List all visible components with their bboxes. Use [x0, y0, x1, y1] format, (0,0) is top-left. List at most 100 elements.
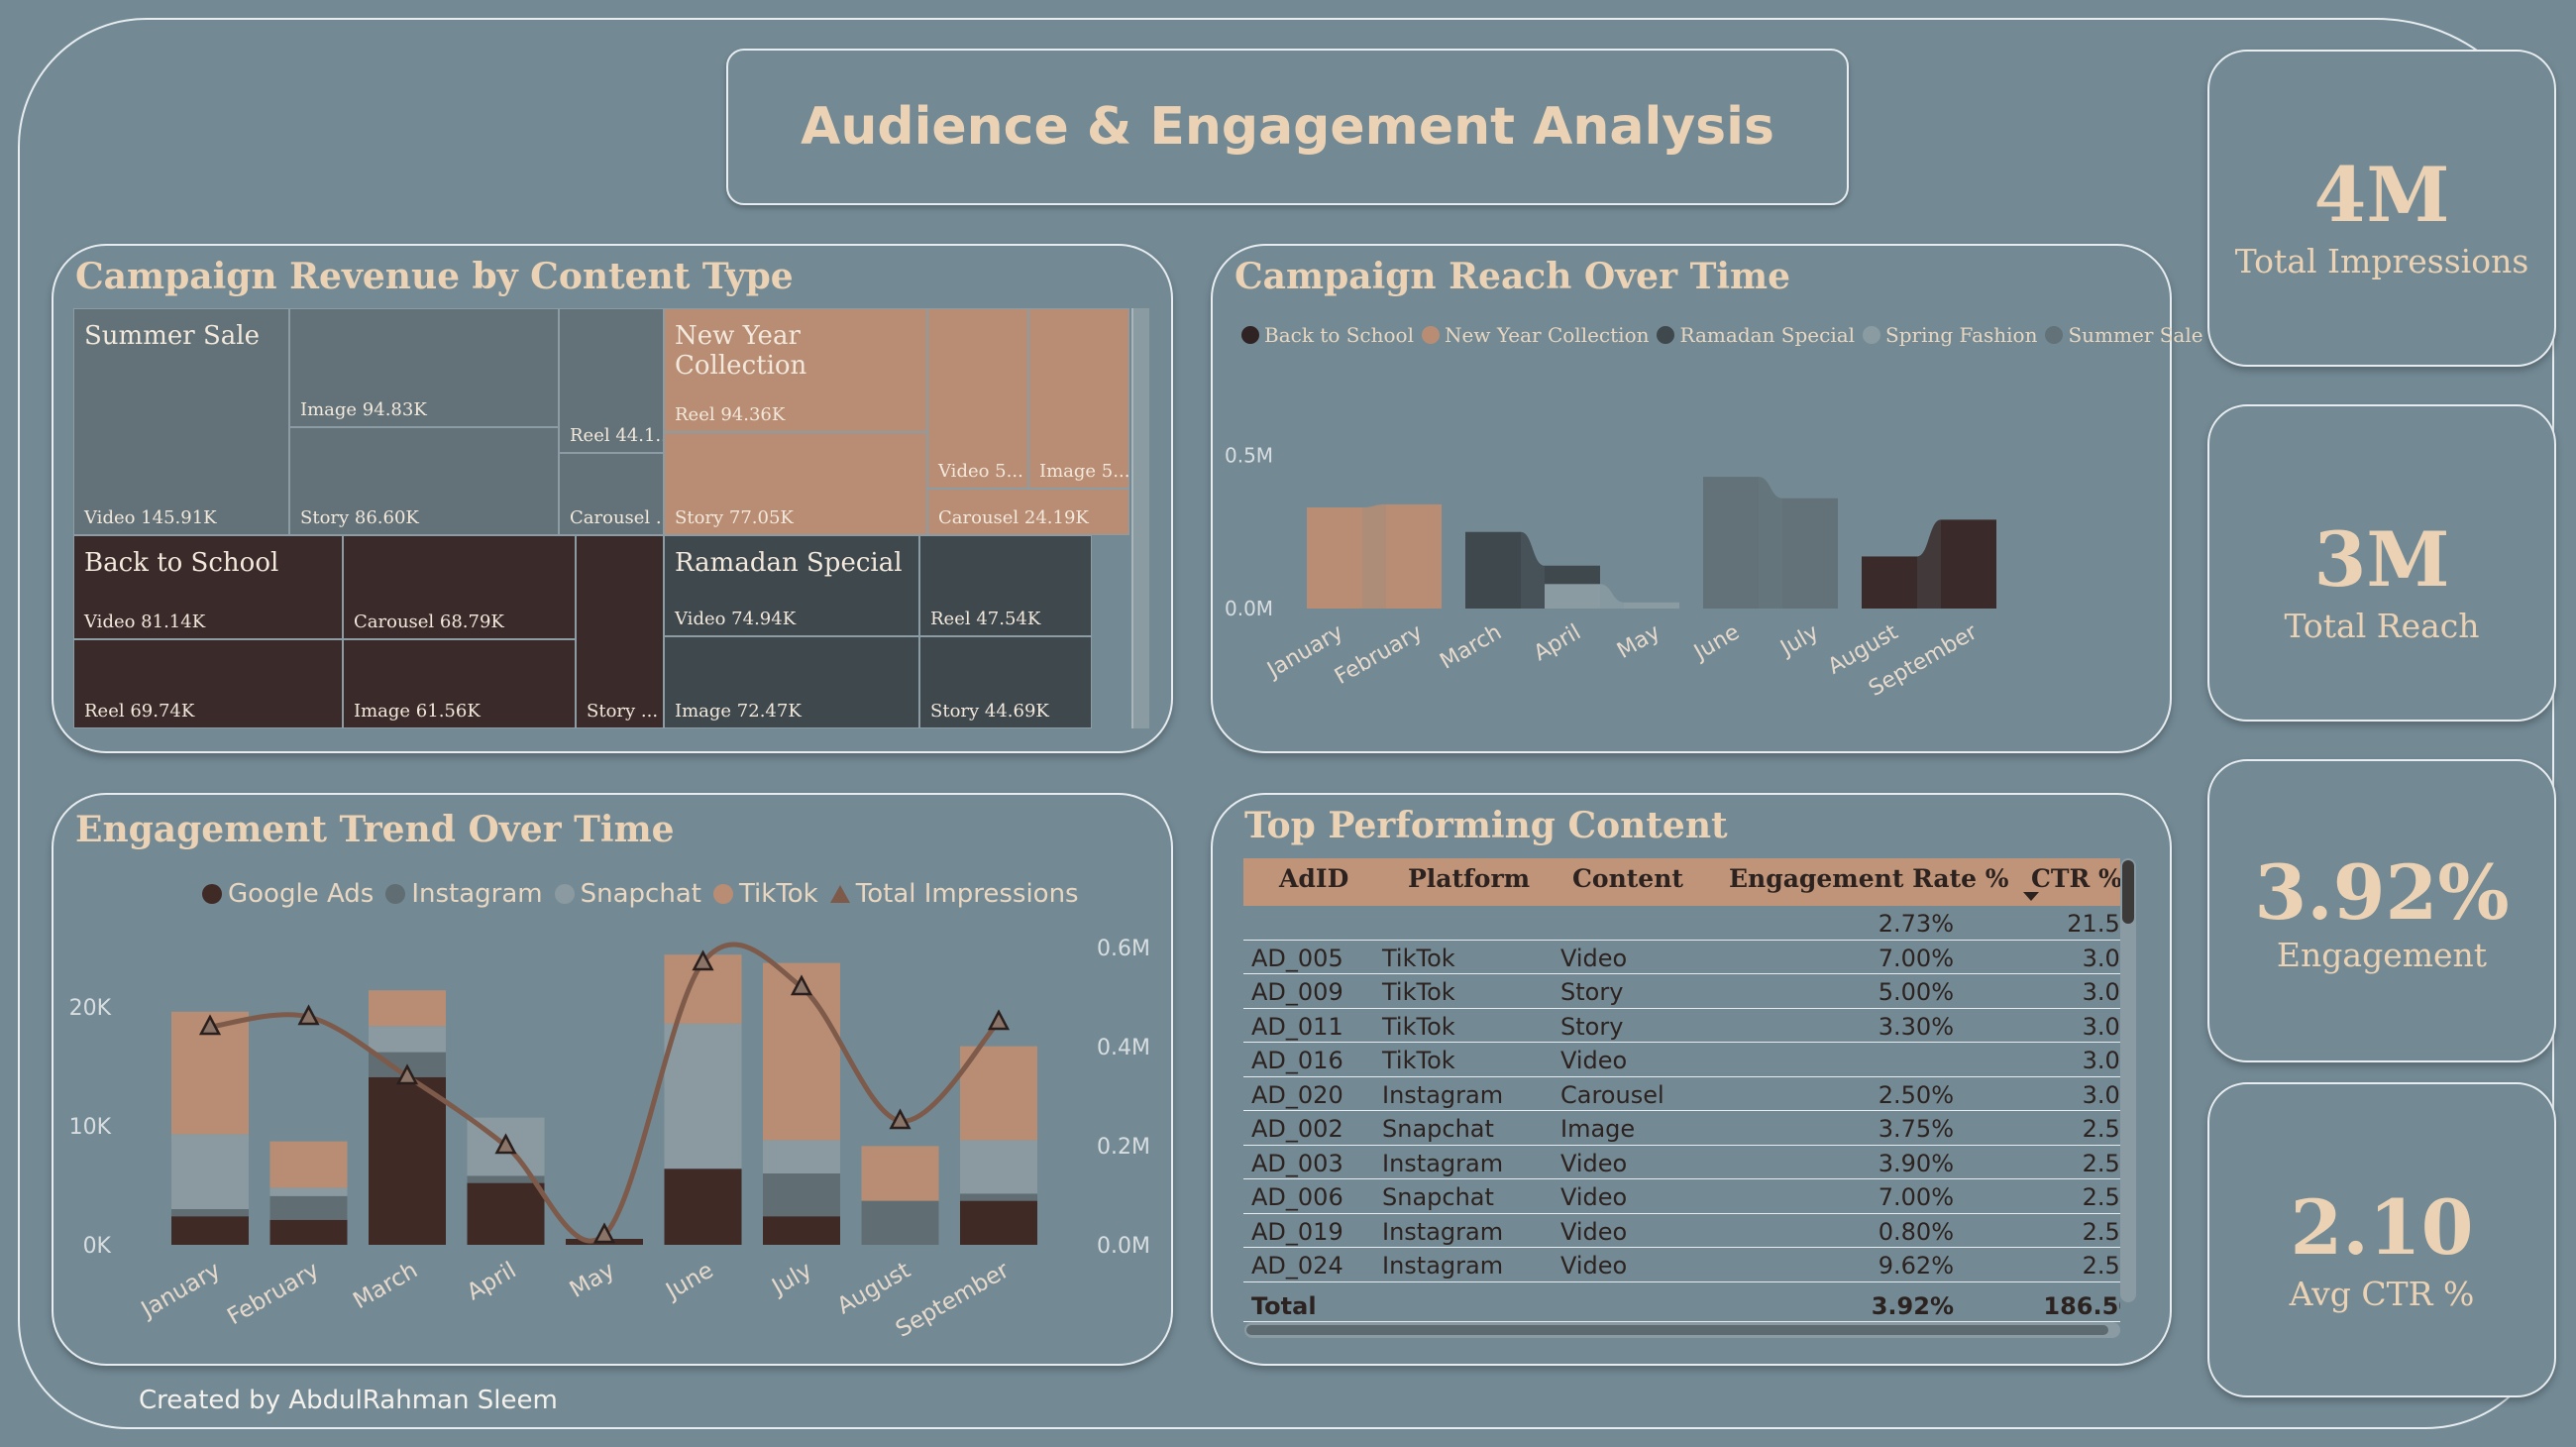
treemap-tile[interactable]: Story 86.60K — [289, 427, 559, 535]
column-header-adid[interactable]: AdID — [1279, 864, 1349, 893]
treemap-tile[interactable]: Reel 47.54K — [919, 535, 1092, 636]
reach-bar[interactable] — [1782, 498, 1838, 609]
revenue-treemap[interactable]: Summer Sale Video 145.91K Image 94.83K Stor… — [73, 308, 1129, 728]
treemap-tile[interactable]: Reel 69.74K — [73, 639, 343, 728]
treemap-tile[interactable]: Carousel 68.79K — [343, 535, 576, 639]
table-vertical-scrollbar[interactable] — [2120, 858, 2136, 1302]
table-row[interactable]: AD_016 TikTok Video 3.00 — [1243, 1043, 2120, 1077]
engagement-bar-segment[interactable] — [960, 1046, 1037, 1141]
impressions-marker[interactable] — [494, 1133, 517, 1155]
table-cell: AD_019 — [1251, 1217, 1343, 1246]
impressions-marker[interactable] — [395, 1063, 419, 1085]
treemap-tile[interactable]: Story 44.69K — [919, 636, 1092, 728]
treemap-tile[interactable]: Ramadan Special Video 74.94K — [664, 535, 919, 636]
column-header-ctr[interactable]: CTR % — [2031, 864, 2120, 893]
reach-bar[interactable] — [1862, 556, 1917, 609]
x-tick-label: July — [766, 1258, 816, 1301]
impressions-marker[interactable] — [297, 1004, 320, 1026]
treemap-tile[interactable]: Reel 44.1... — [559, 308, 664, 453]
engagement-bar-segment[interactable] — [269, 1195, 348, 1220]
scrollbar-thumb[interactable] — [2122, 860, 2134, 924]
legend-label: TikTok — [738, 879, 818, 909]
reach-bar[interactable] — [1624, 602, 1679, 609]
engagement-bar-segment[interactable] — [763, 1140, 840, 1173]
sort-descending-icon[interactable] — [2023, 892, 2039, 901]
reach-bar[interactable] — [1465, 531, 1521, 609]
engagement-bar-segment[interactable] — [369, 1026, 446, 1053]
treemap-scrollbar[interactable] — [1131, 308, 1149, 728]
table-row[interactable]: AD_020 Instagram Carousel 2.50% 3.00 — [1243, 1077, 2120, 1111]
impressions-marker[interactable] — [198, 1014, 222, 1036]
table-cell: Video — [1560, 1149, 1628, 1177]
engagement-bar-segment[interactable] — [763, 1216, 840, 1245]
table-row[interactable]: 2.73% 21.50 — [1243, 906, 2120, 941]
engagement-bar-segment[interactable] — [664, 1023, 742, 1169]
table-row[interactable]: AD_006 Snapchat Video 7.00% 2.50 — [1243, 1179, 2120, 1214]
scrollbar-thumb[interactable] — [1246, 1325, 2108, 1335]
impressions-marker[interactable] — [790, 974, 813, 996]
kpi-label: Total Reach — [2284, 607, 2480, 645]
reach-bar[interactable] — [1386, 503, 1442, 609]
column-header-platform[interactable]: Platform — [1408, 864, 1531, 893]
top-content-table[interactable]: AdID Platform Content Engagement Rate % … — [1243, 858, 2120, 1328]
column-header-content[interactable]: Content — [1572, 864, 1683, 893]
reach-ribbon — [1917, 519, 1941, 609]
impressions-marker[interactable] — [592, 1222, 616, 1244]
treemap-tile[interactable]: Image 5... — [1028, 308, 1129, 489]
impressions-marker[interactable] — [692, 949, 714, 971]
x-tick-label: August — [833, 1258, 915, 1320]
engagement-bar-segment[interactable] — [369, 1076, 446, 1245]
engagement-bar-segment[interactable] — [467, 1182, 545, 1245]
legend-dot-snapchat — [554, 884, 575, 904]
engagement-bar-segment[interactable] — [171, 1134, 249, 1209]
treemap-tile[interactable]: Carousel 24.19K — [927, 489, 1129, 535]
engagement-bar-segment[interactable] — [369, 990, 446, 1027]
legend-dot-spring — [1863, 326, 1881, 344]
reach-bar[interactable] — [1703, 477, 1759, 609]
reach-bar[interactable] — [1545, 584, 1600, 609]
engagement-bar-segment[interactable] — [269, 1141, 348, 1188]
reach-bar[interactable] — [1941, 519, 1996, 609]
table-row[interactable]: AD_024 Instagram Video 9.62% 2.50 — [1243, 1248, 2120, 1282]
treemap-tile[interactable]: Carousel ... — [559, 453, 664, 535]
table-row[interactable]: AD_009 TikTok Story 5.00% 3.00 — [1243, 974, 2120, 1009]
table-row[interactable]: AD_003 Instagram Video 3.90% 2.50 — [1243, 1146, 2120, 1179]
legend-dot-new-year — [1422, 326, 1440, 344]
table-total-row[interactable]: Total 3.92% 186.50 — [1243, 1288, 2120, 1322]
engagement-bar-segment[interactable] — [171, 1209, 249, 1217]
kpi-card-ctr: 2.10 Avg CTR % — [2207, 1082, 2556, 1397]
engagement-bar-segment[interactable] — [269, 1219, 348, 1245]
treemap-tile[interactable]: New Year Collection Reel 94.36K — [664, 308, 927, 432]
impressions-marker[interactable] — [987, 1009, 1011, 1031]
treemap-tile[interactable]: Image 72.47K — [664, 636, 919, 728]
impressions-marker[interactable] — [889, 1108, 912, 1130]
table-horizontal-scrollbar[interactable] — [1244, 1322, 2120, 1338]
dashboard-title: Audience & Engagement Analysis — [801, 97, 1774, 157]
engagement-bar-segment[interactable] — [861, 1146, 939, 1201]
engagement-bar-segment[interactable] — [861, 1200, 939, 1245]
engagement-bar-segment[interactable] — [664, 1169, 742, 1245]
table-row[interactable]: AD_019 Instagram Video 0.80% 2.50 — [1243, 1214, 2120, 1248]
engagement-bar-segment[interactable] — [763, 1173, 840, 1217]
engagement-bar-segment[interactable] — [467, 1175, 545, 1183]
column-header-engagement-rate[interactable]: Engagement Rate % — [1729, 864, 2009, 893]
treemap-tile[interactable]: Image 61.56K — [343, 639, 576, 728]
treemap-tile[interactable]: Video 5... — [927, 308, 1028, 489]
engagement-bar-segment[interactable] — [269, 1187, 348, 1196]
table-row[interactable]: AD_011 TikTok Story 3.30% 3.00 — [1243, 1009, 2120, 1043]
treemap-tile[interactable]: Image 94.83K — [289, 308, 559, 427]
reach-bar[interactable] — [1307, 507, 1362, 609]
legend-label: Summer Sale — [2068, 323, 2203, 347]
treemap-tile[interactable]: Story 77.05K — [664, 432, 927, 535]
engagement-bar-segment[interactable] — [171, 1216, 249, 1245]
table-row[interactable]: AD_005 TikTok Video 7.00% 3.00 — [1243, 941, 2120, 974]
treemap-item-label: Reel 94.36K — [675, 404, 786, 425]
engagement-bar-segment[interactable] — [960, 1140, 1037, 1194]
treemap-tile[interactable]: Story ... — [576, 535, 664, 728]
treemap-tile[interactable]: Back to School Video 81.14K — [73, 535, 343, 639]
table-row[interactable]: AD_002 Snapchat Image 3.75% 2.50 — [1243, 1111, 2120, 1146]
y-tick-label-right: 0.6M — [1097, 937, 1150, 961]
engagement-bar-segment[interactable] — [960, 1193, 1037, 1201]
treemap-tile[interactable]: Summer Sale Video 145.91K — [73, 308, 289, 535]
engagement-bar-segment[interactable] — [960, 1200, 1037, 1245]
